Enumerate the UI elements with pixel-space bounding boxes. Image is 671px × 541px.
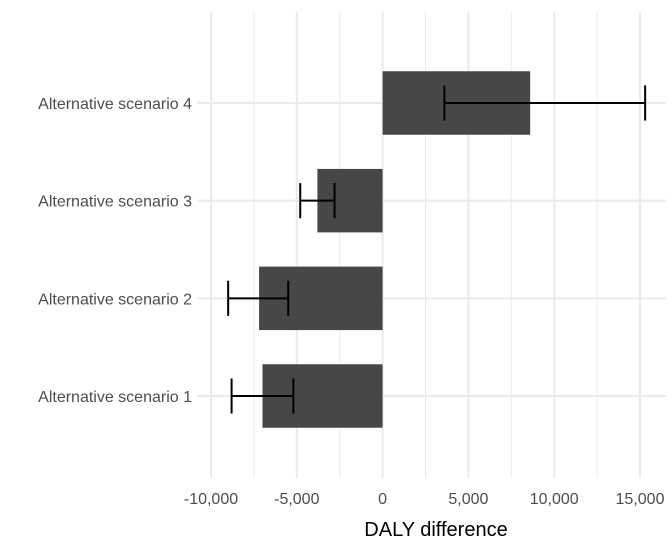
x-tick-label: 5,000 [448, 491, 488, 508]
category-label-3: Alternative scenario 3 [38, 194, 192, 211]
bar-layer [259, 71, 531, 428]
errorbar-layer [227, 85, 647, 414]
x-axis-title: DALY difference [364, 519, 507, 541]
category-label-layer: Alternative scenario 1 Alternative scenar… [38, 96, 192, 406]
category-label-2: Alternative scenario 2 [38, 291, 192, 308]
x-tick-label: 10,000 [530, 491, 579, 508]
errorbar-4 [443, 85, 647, 121]
errorbar-3 [299, 183, 336, 219]
category-label-1: Alternative scenario 1 [38, 389, 192, 406]
x-tick-label: -10,000 [184, 491, 238, 508]
x-tick-label: 15,000 [616, 491, 665, 508]
x-tick-label: 0 [378, 491, 387, 508]
errorbar-1 [230, 378, 295, 414]
errorbar-2 [227, 280, 290, 316]
x-tick-layer: -10,000 -5,000 0 5,000 10,000 15,000 [184, 491, 665, 508]
category-label-4: Alternative scenario 4 [38, 96, 192, 113]
x-tick-label: -5,000 [274, 491, 319, 508]
